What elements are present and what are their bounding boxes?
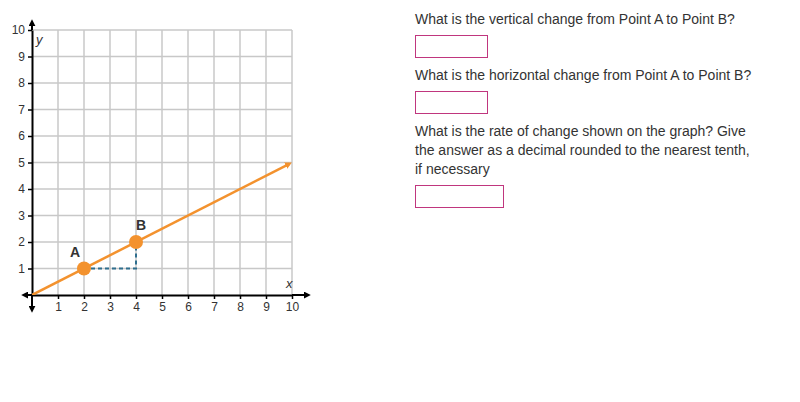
tick-mark — [28, 162, 32, 164]
x-axis: 1 2 3 4 5 6 7 8 9 10 — [33, 295, 300, 314]
tick-label: 8 — [18, 76, 25, 90]
tick-label: 3 — [107, 300, 114, 314]
grid-line — [32, 135, 292, 137]
tick: 1 — [55, 295, 62, 314]
answer-box[interactable] — [416, 92, 488, 114]
tick-mark — [28, 136, 32, 138]
tick-mark — [84, 295, 86, 299]
grid-line — [32, 162, 292, 164]
tick-mark — [266, 295, 268, 299]
question-text: the answer as a decimal rounded to the n… — [415, 142, 750, 158]
tick-label: 2 — [81, 300, 88, 314]
tick-label: 6 — [185, 300, 192, 314]
tick: 5 — [159, 295, 166, 314]
axis-arrow — [31, 295, 33, 310]
tick-label: 8 — [237, 300, 244, 314]
tick: 9 — [263, 295, 270, 314]
tick-mark — [28, 242, 32, 244]
series-line — [84, 242, 136, 269]
tick-label: 6 — [18, 129, 25, 143]
tick: 1 — [18, 262, 32, 276]
tick: 10 — [286, 295, 300, 314]
tick: 7 — [18, 103, 32, 117]
tick: 4 — [133, 295, 140, 314]
tick-mark — [162, 295, 164, 299]
tick-mark — [58, 295, 60, 299]
grid-line — [32, 29, 292, 31]
tick-label: 10 — [286, 300, 300, 314]
point — [77, 262, 91, 276]
series-line — [32, 164, 289, 295]
tick-label: 3 — [18, 209, 25, 223]
tick-label: 5 — [18, 156, 25, 170]
axis-arrow — [24, 294, 32, 296]
tick-mark — [136, 295, 138, 299]
tick: 2 — [81, 295, 88, 314]
grid-line — [32, 56, 292, 58]
canvas: 1234567891012345678910xyABWhat is the ve… — [0, 0, 800, 402]
tick: 6 — [18, 129, 32, 143]
tick-mark — [214, 295, 216, 299]
axis-arrow — [292, 294, 308, 296]
question-text: What is the horizontal change from Point… — [415, 67, 751, 83]
grid-line — [32, 109, 292, 111]
y-axis: 1 2 3 4 5 6 7 8 9 10 — [12, 23, 33, 295]
point-label: A — [70, 244, 80, 260]
tick-mark — [188, 295, 190, 299]
tick-label: 10 — [12, 23, 26, 37]
grid-line — [32, 82, 292, 84]
tick-label: 4 — [133, 300, 140, 314]
tick-label: 9 — [263, 300, 270, 314]
tick: 3 — [107, 295, 114, 314]
tick: 9 — [18, 50, 32, 64]
y-axis-label: y — [35, 32, 44, 47]
tick-label: 1 — [55, 300, 62, 314]
tick-label: 9 — [18, 50, 25, 64]
plot-area — [32, 164, 289, 295]
tick: 8 — [237, 295, 244, 314]
point — [129, 235, 143, 249]
tick-label: 1 — [18, 262, 25, 276]
tick-label: 5 — [159, 300, 166, 314]
tick: 4 — [18, 182, 32, 196]
tick-label: 7 — [18, 103, 25, 117]
tick-mark — [28, 189, 32, 191]
answer-box[interactable] — [416, 186, 504, 208]
grid-line — [32, 188, 292, 190]
tick-mark — [28, 56, 32, 58]
tick-mark — [240, 295, 242, 299]
tick-label: 4 — [18, 182, 25, 196]
grid-line — [32, 268, 292, 270]
axis-arrows — [24, 22, 308, 310]
question-text: What is the rate of change shown on the … — [415, 123, 746, 139]
tick: 10 — [12, 23, 32, 37]
questions: What is the vertical change from Point A… — [415, 11, 751, 208]
tick-label: 7 — [211, 300, 218, 314]
tick: 8 — [18, 76, 32, 90]
tick-mark — [110, 295, 112, 299]
point-label: B — [136, 217, 146, 233]
tick-mark — [28, 109, 32, 111]
tick: 7 — [211, 295, 218, 314]
tick: 6 — [185, 295, 192, 314]
tick-mark — [28, 268, 32, 270]
point-labels: AB — [70, 217, 146, 260]
tick-mark — [28, 83, 32, 85]
tick: 5 — [18, 156, 32, 170]
grid-line — [32, 215, 292, 217]
axis-arrow — [31, 22, 33, 30]
tick-mark — [28, 215, 32, 217]
question-text: What is the vertical change from Point A… — [415, 11, 735, 27]
tick-label: 2 — [18, 235, 25, 249]
grid — [32, 30, 292, 295]
tick: 3 — [18, 209, 32, 223]
x-axis-label: x — [285, 276, 293, 291]
question-text: if necessary — [415, 161, 490, 177]
answer-box[interactable] — [416, 36, 488, 58]
tick: 2 — [18, 235, 32, 249]
